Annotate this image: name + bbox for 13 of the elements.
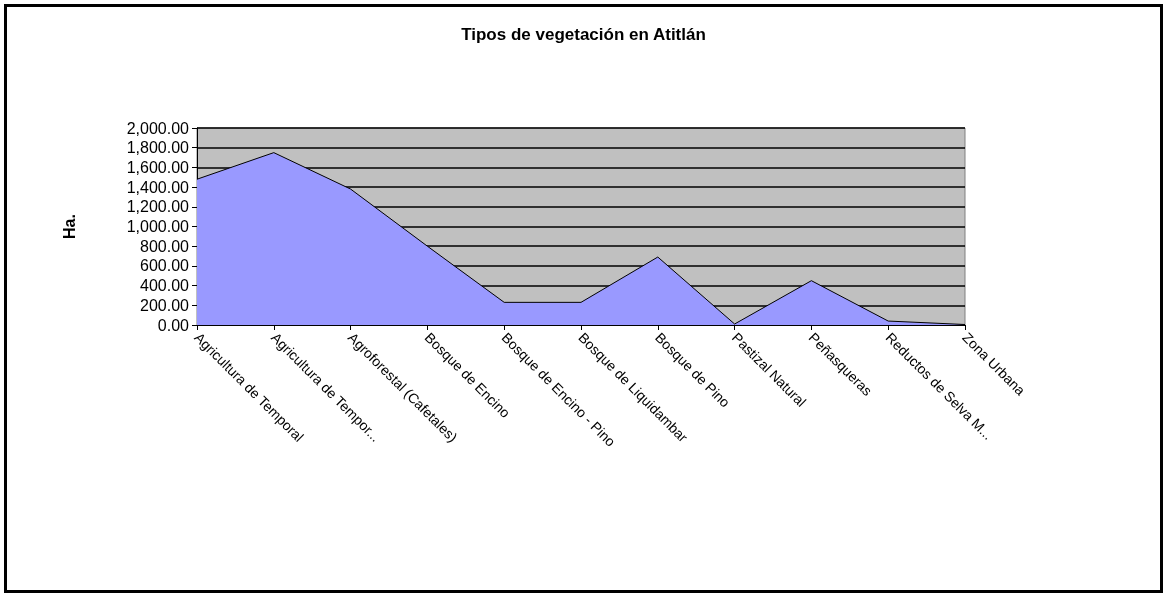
y-tick-label: 1,800.00 <box>126 139 190 157</box>
y-tick-label: 400.00 <box>140 277 190 295</box>
y-tick-label: 1,200.00 <box>126 198 190 216</box>
y-tick-label: 0.00 <box>157 316 190 334</box>
y-tick-label: 1,000.00 <box>126 218 190 235</box>
y-axis-title: Ha. <box>60 214 78 239</box>
y-tick-label: 600.00 <box>140 257 190 275</box>
chart-title: Tipos de vegetación en Atitlán <box>461 25 706 44</box>
y-tick-label: 2,000.00 <box>126 119 190 137</box>
y-tick-label: 1,600.00 <box>126 158 190 176</box>
y-tick-label: 1,400.00 <box>126 178 190 196</box>
y-tick-label: 200.00 <box>140 296 190 314</box>
y-tick-label: 800.00 <box>140 237 190 255</box>
